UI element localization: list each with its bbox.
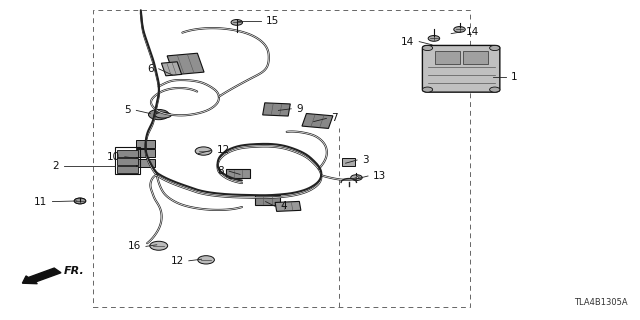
Text: 15: 15 [266, 16, 280, 26]
Text: FR.: FR. [64, 266, 84, 276]
Circle shape [198, 256, 214, 264]
Text: 13: 13 [373, 171, 387, 181]
Bar [342, 158, 355, 166]
Text: TLA4B1305A: TLA4B1305A [573, 298, 627, 307]
Bar [117, 158, 138, 165]
Circle shape [150, 241, 168, 250]
Bar [115, 147, 140, 174]
Text: 14: 14 [401, 36, 414, 47]
Circle shape [351, 175, 362, 180]
Text: 16: 16 [127, 241, 141, 252]
Circle shape [454, 27, 465, 32]
Text: 1: 1 [511, 72, 517, 82]
Bar [167, 53, 204, 75]
Text: 4: 4 [280, 201, 287, 212]
Text: 3: 3 [362, 155, 369, 165]
FancyArrow shape [22, 268, 61, 284]
Circle shape [195, 147, 212, 155]
Text: 7: 7 [332, 113, 338, 124]
Text: 6: 6 [147, 64, 154, 74]
Ellipse shape [155, 112, 172, 118]
Bar [117, 150, 138, 157]
Circle shape [231, 20, 243, 25]
Text: 10: 10 [106, 152, 120, 162]
Bar [275, 201, 301, 212]
Bar [93, 10, 470, 307]
Circle shape [422, 45, 433, 51]
Bar [117, 166, 138, 173]
Circle shape [490, 87, 500, 92]
Text: 14: 14 [466, 27, 479, 37]
FancyBboxPatch shape [422, 45, 500, 92]
Bar [226, 169, 250, 178]
Bar [161, 62, 182, 76]
Bar [435, 51, 460, 64]
Bar [262, 103, 291, 116]
Text: 8: 8 [218, 166, 224, 176]
Bar [255, 195, 280, 205]
Text: 5: 5 [125, 105, 131, 116]
Circle shape [154, 112, 163, 117]
Circle shape [422, 87, 433, 92]
Text: 12: 12 [216, 145, 230, 156]
Circle shape [148, 109, 169, 120]
Circle shape [490, 45, 500, 51]
Text: 12: 12 [170, 256, 184, 266]
Bar [302, 114, 333, 128]
Circle shape [74, 198, 86, 204]
Bar [136, 159, 155, 167]
Bar [463, 51, 488, 64]
Text: 11: 11 [34, 196, 47, 207]
Text: 9: 9 [296, 104, 303, 114]
Bar [136, 140, 155, 148]
Circle shape [74, 198, 86, 204]
Text: 2: 2 [52, 161, 59, 172]
Circle shape [428, 36, 440, 41]
Bar [136, 149, 155, 157]
